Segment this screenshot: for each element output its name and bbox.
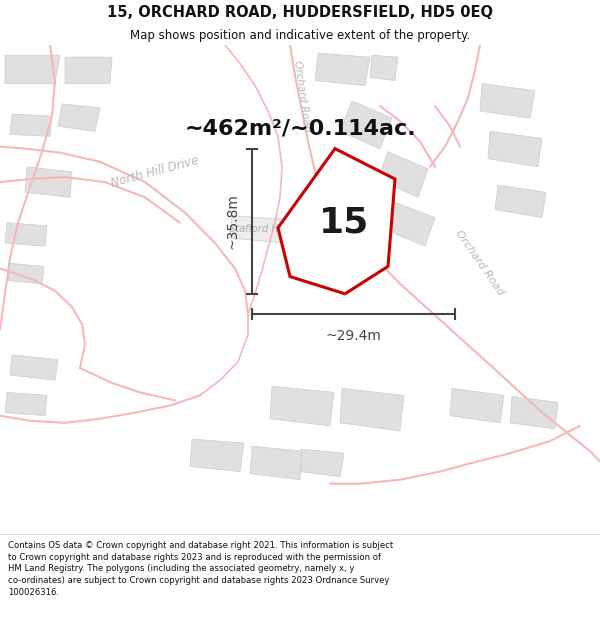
Text: Orchard Road: Orchard Road [454, 229, 506, 298]
Polygon shape [385, 202, 435, 246]
Polygon shape [340, 388, 404, 431]
Polygon shape [300, 449, 344, 477]
Text: 15: 15 [319, 206, 369, 240]
Text: Contains OS data © Crown copyright and database right 2021. This information is : Contains OS data © Crown copyright and d… [8, 541, 393, 597]
Polygon shape [480, 84, 535, 118]
Polygon shape [488, 131, 542, 167]
Polygon shape [58, 104, 100, 131]
Text: ~29.4m: ~29.4m [326, 329, 382, 344]
Polygon shape [278, 149, 395, 294]
Polygon shape [250, 446, 304, 480]
Polygon shape [10, 355, 58, 380]
Polygon shape [510, 396, 558, 429]
Polygon shape [370, 55, 398, 81]
Polygon shape [10, 114, 52, 136]
Text: ~35.8m: ~35.8m [225, 193, 239, 249]
Polygon shape [5, 55, 60, 84]
Polygon shape [315, 53, 370, 86]
Polygon shape [378, 152, 428, 198]
Polygon shape [190, 439, 244, 471]
Polygon shape [340, 101, 392, 149]
Text: ~462m²/~0.114ac.: ~462m²/~0.114ac. [185, 118, 416, 138]
Polygon shape [270, 386, 334, 426]
Polygon shape [230, 216, 288, 243]
Polygon shape [450, 388, 504, 422]
Polygon shape [8, 263, 44, 284]
Text: Map shows position and indicative extent of the property.: Map shows position and indicative extent… [130, 29, 470, 42]
Text: Orchard Road: Orchard Road [292, 59, 312, 132]
Text: North Hill Drive: North Hill Drive [110, 154, 200, 190]
Polygon shape [5, 222, 47, 246]
Polygon shape [25, 167, 72, 198]
Polygon shape [65, 57, 112, 84]
Polygon shape [5, 392, 47, 416]
Text: Stafford Hill: Stafford Hill [229, 224, 287, 234]
Text: 15, ORCHARD ROAD, HUDDERSFIELD, HD5 0EQ: 15, ORCHARD ROAD, HUDDERSFIELD, HD5 0EQ [107, 4, 493, 19]
Polygon shape [495, 185, 546, 218]
